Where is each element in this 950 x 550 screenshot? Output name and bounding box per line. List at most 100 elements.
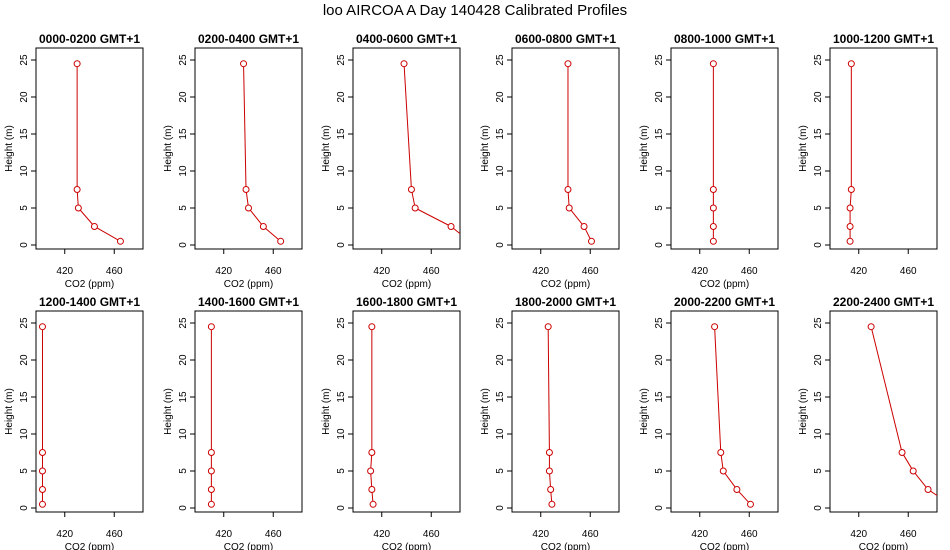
profile-panel-6: 1000-1200 GMT+1 0 5 10 15 20 25 Height (m) 420 46… — [798, 32, 938, 277]
x-tick-label: 420 — [691, 529, 708, 540]
panel-title: 2200-2400 GMT+1 — [833, 295, 934, 309]
y-tick-label: 20 — [813, 91, 824, 103]
y-tick-label: 25 — [178, 54, 189, 66]
x-axis-label: CO2 (ppm) — [382, 542, 431, 550]
data-point — [846, 204, 854, 212]
y-tick-label: 15 — [19, 391, 30, 403]
x-tick-label: 420 — [532, 529, 549, 540]
y-tick-label: 10 — [654, 165, 665, 177]
data-point — [909, 467, 917, 475]
data-point — [73, 60, 81, 68]
data-point — [74, 204, 82, 212]
profile-line-segment — [724, 473, 736, 488]
y-tick-label: 0 — [813, 505, 824, 511]
data-point — [207, 467, 215, 475]
profile-series — [73, 60, 124, 245]
profile-panel-1: 0000-0200 GMT+1 0 5 10 15 20 25 Height (m) 420 46… — [4, 32, 144, 290]
data-point — [547, 486, 555, 493]
y-tick-label: 5 — [495, 205, 506, 211]
x-axis-label: CO2 (ppm) — [382, 279, 431, 290]
y-tick-label: 5 — [654, 205, 665, 211]
profile-series — [367, 323, 377, 508]
x-tick-label: 460 — [582, 266, 599, 277]
data-point — [90, 223, 98, 230]
profile-line-segment — [914, 473, 927, 488]
y-tick-label: 0 — [178, 242, 189, 248]
y-tick-label: 20 — [19, 354, 30, 366]
y-tick-label: 10 — [19, 428, 30, 440]
panel-title: 0200-0400 GMT+1 — [198, 32, 299, 46]
y-tick-label: 0 — [813, 242, 824, 248]
x-tick-label: 420 — [691, 266, 708, 277]
y-axis-label: Height (m) — [798, 388, 809, 435]
y-tick-label: 20 — [178, 354, 189, 366]
y-tick-label: 10 — [336, 165, 347, 177]
profile-panel-4: 0600-0800 GMT+1 0 5 10 15 20 25 Height (m) 420 46… — [480, 32, 620, 290]
y-tick-label: 20 — [178, 91, 189, 103]
y-axis-label: Height (m) — [639, 125, 650, 172]
data-point — [368, 486, 376, 493]
y-tick-label: 15 — [19, 128, 30, 140]
y-tick-label: 25 — [654, 54, 665, 66]
profile-panel-11: 2000-2200 GMT+1 0 5 10 15 20 25 Height (m) 420 46… — [639, 295, 779, 550]
profile-panel-9: 1600-1800 GMT+1 0 5 10 15 20 25 Height (m) 420 46… — [321, 295, 461, 550]
y-tick-label: 0 — [178, 505, 189, 511]
x-tick-label: 420 — [215, 529, 232, 540]
profile-series — [709, 60, 717, 245]
panel-title: 1800-2000 GMT+1 — [515, 295, 616, 309]
data-point — [564, 60, 572, 68]
plot-frame — [511, 47, 620, 250]
x-tick-label: 420 — [850, 529, 867, 540]
y-tick-label: 15 — [495, 391, 506, 403]
x-tick-label: 460 — [423, 266, 440, 277]
page-title: loo AIRCOA A Day 140428 Calibrated Profi… — [322, 2, 628, 19]
data-point — [467, 238, 473, 244]
data-point — [369, 500, 377, 508]
panel-title: 1600-1800 GMT+1 — [356, 295, 457, 309]
x-tick-label: 460 — [582, 529, 599, 540]
y-tick-label: 20 — [336, 354, 347, 366]
data-point — [447, 223, 455, 230]
y-tick-label: 5 — [813, 205, 824, 211]
profile-line-segment — [714, 329, 722, 450]
y-tick-label: 25 — [178, 317, 189, 329]
x-axis-label: CO2 (ppm) — [859, 542, 908, 550]
x-axis-label: CO2 (ppm) — [65, 279, 114, 290]
data-point — [242, 186, 250, 193]
profile-series — [240, 60, 285, 245]
y-tick-label: 15 — [178, 128, 189, 140]
data-point — [565, 204, 573, 212]
y-axis-label: Height (m) — [639, 388, 650, 435]
data-point — [733, 486, 741, 493]
data-point — [924, 486, 932, 493]
profile-line-segment — [550, 492, 553, 502]
y-tick-label: 10 — [178, 165, 189, 177]
y-tick-label: 5 — [654, 468, 665, 474]
x-tick-label: 460 — [106, 266, 123, 277]
data-point — [580, 223, 588, 230]
y-tick-label: 25 — [19, 317, 30, 329]
plot-frame — [670, 47, 779, 250]
y-tick-label: 15 — [813, 391, 824, 403]
data-point — [367, 467, 375, 475]
x-tick-label: 420 — [532, 266, 549, 277]
data-point — [259, 223, 267, 230]
y-tick-label: 25 — [813, 317, 824, 329]
profile-line-segment — [265, 228, 279, 240]
y-axis-label: Height (m) — [4, 125, 15, 172]
x-tick-label: 460 — [900, 266, 917, 277]
data-point — [717, 449, 725, 456]
y-tick-label: 5 — [495, 468, 506, 474]
y-tick-label: 15 — [178, 391, 189, 403]
y-tick-label: 0 — [336, 505, 347, 511]
panel-title: 0400-0600 GMT+1 — [356, 32, 457, 46]
y-tick-label: 5 — [19, 205, 30, 211]
profile-line-segment — [370, 473, 373, 487]
y-tick-label: 5 — [178, 205, 189, 211]
y-tick-label: 10 — [813, 428, 824, 440]
profile-line-segment — [930, 490, 937, 497]
x-tick-label: 420 — [56, 529, 73, 540]
profile-series — [846, 60, 855, 245]
y-tick-label: 20 — [495, 91, 506, 103]
